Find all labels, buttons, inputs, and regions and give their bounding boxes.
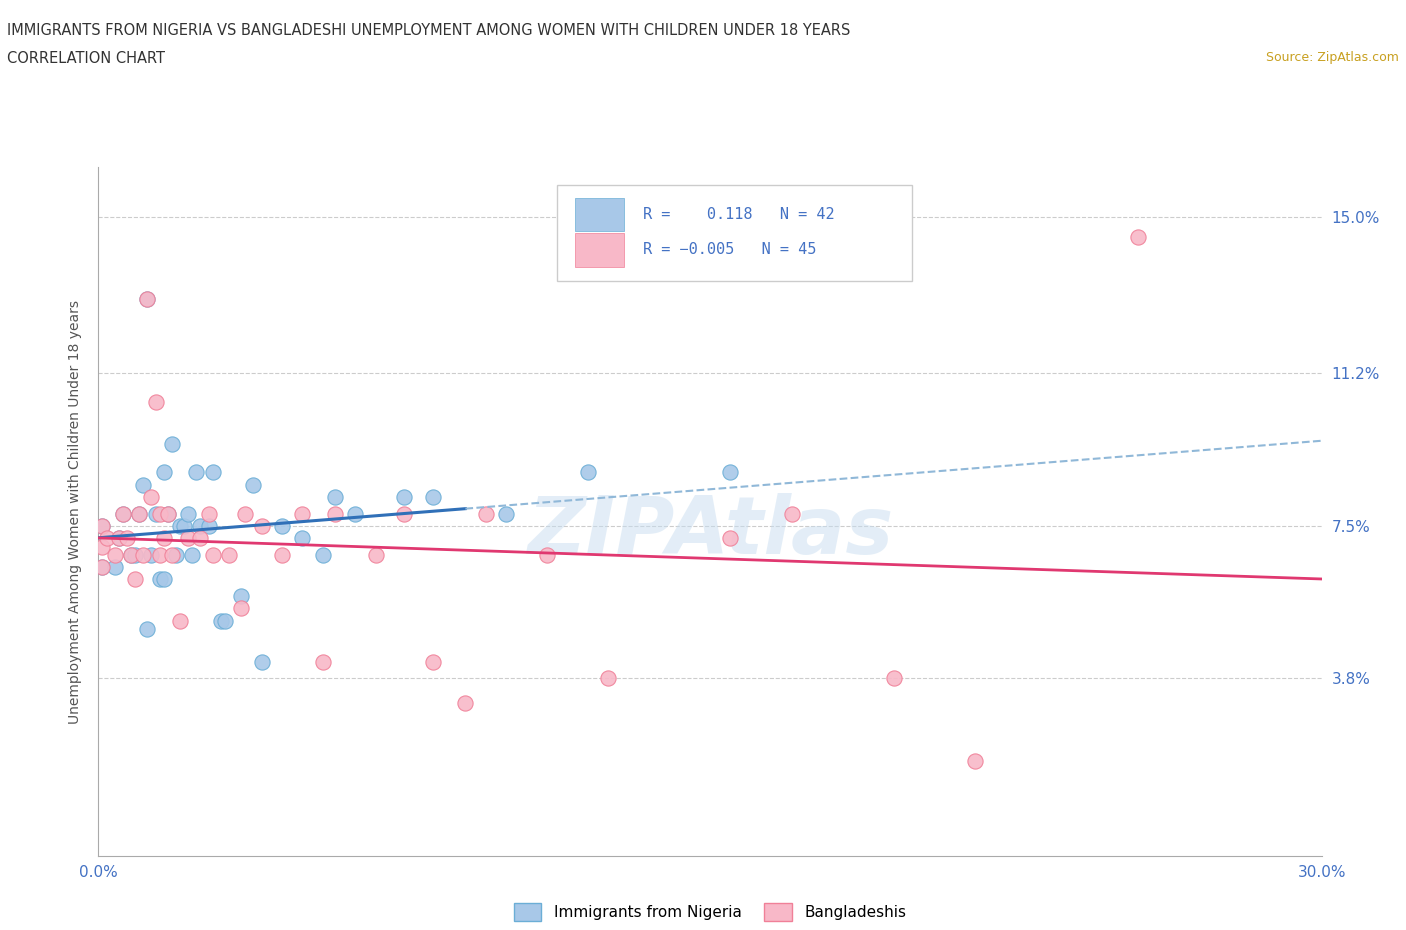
- Point: [197, 506, 219, 521]
- Point: [965, 753, 987, 768]
- Y-axis label: Unemployment Among Women with Children Under 18 years: Unemployment Among Women with Children U…: [67, 299, 82, 724]
- Point: [177, 531, 200, 546]
- Point: [422, 489, 444, 504]
- Point: [96, 531, 118, 546]
- Text: R =    0.118   N = 42: R = 0.118 N = 42: [643, 206, 834, 221]
- Point: [495, 506, 517, 521]
- Point: [209, 613, 232, 628]
- Point: [231, 589, 253, 604]
- Legend: Immigrants from Nigeria, Bangladeshis: Immigrants from Nigeria, Bangladeshis: [508, 897, 912, 927]
- Point: [91, 560, 114, 575]
- Point: [111, 506, 134, 521]
- Point: [169, 519, 191, 534]
- Point: [454, 696, 477, 711]
- Point: [291, 506, 314, 521]
- Point: [124, 572, 146, 587]
- FancyBboxPatch shape: [575, 198, 624, 231]
- Point: [188, 531, 212, 546]
- Point: [474, 506, 498, 521]
- Point: [108, 531, 131, 546]
- Point: [270, 548, 294, 563]
- Point: [136, 292, 159, 307]
- Point: [91, 519, 114, 534]
- Point: [149, 548, 172, 563]
- Point: [291, 531, 314, 546]
- Point: [160, 548, 183, 563]
- Point: [91, 560, 114, 575]
- Point: [323, 489, 346, 504]
- Text: CORRELATION CHART: CORRELATION CHART: [7, 51, 165, 66]
- Point: [218, 548, 240, 563]
- Point: [392, 506, 416, 521]
- Point: [108, 531, 131, 546]
- Point: [128, 506, 150, 521]
- Point: [169, 613, 191, 628]
- Point: [104, 560, 127, 575]
- Point: [270, 519, 294, 534]
- Point: [250, 519, 273, 534]
- Point: [422, 655, 444, 670]
- Point: [323, 506, 346, 521]
- Point: [141, 548, 163, 563]
- Point: [128, 506, 150, 521]
- FancyBboxPatch shape: [575, 233, 624, 267]
- Point: [152, 572, 174, 587]
- Text: ZIPAtlas: ZIPAtlas: [527, 493, 893, 571]
- Point: [197, 519, 219, 534]
- Point: [173, 519, 195, 534]
- Text: IMMIGRANTS FROM NIGERIA VS BANGLADESHI UNEMPLOYMENT AMONG WOMEN WITH CHILDREN UN: IMMIGRANTS FROM NIGERIA VS BANGLADESHI U…: [7, 23, 851, 38]
- Point: [188, 519, 212, 534]
- Point: [136, 292, 159, 307]
- Point: [177, 506, 200, 521]
- Point: [201, 548, 224, 563]
- Point: [250, 655, 273, 670]
- Point: [242, 477, 264, 492]
- Text: R = −0.005   N = 45: R = −0.005 N = 45: [643, 243, 815, 258]
- Point: [124, 548, 146, 563]
- Point: [214, 613, 236, 628]
- Point: [160, 436, 183, 451]
- Point: [132, 477, 155, 492]
- Point: [598, 671, 620, 685]
- Point: [231, 601, 253, 616]
- Point: [156, 506, 179, 521]
- Point: [312, 655, 335, 670]
- Point: [136, 621, 159, 636]
- Text: Source: ZipAtlas.com: Source: ZipAtlas.com: [1265, 51, 1399, 64]
- Point: [312, 548, 335, 563]
- Point: [718, 465, 742, 480]
- Point: [156, 506, 179, 521]
- Point: [149, 572, 172, 587]
- Point: [91, 519, 114, 534]
- Point: [149, 506, 172, 521]
- Point: [152, 465, 174, 480]
- Point: [115, 531, 138, 546]
- FancyBboxPatch shape: [557, 185, 912, 281]
- Point: [132, 548, 155, 563]
- Point: [145, 506, 167, 521]
- Point: [1128, 230, 1150, 245]
- Point: [104, 548, 127, 563]
- Point: [364, 548, 387, 563]
- Point: [780, 506, 803, 521]
- Point: [152, 531, 174, 546]
- Point: [141, 489, 163, 504]
- Point: [165, 548, 187, 563]
- Point: [91, 539, 114, 554]
- Point: [576, 465, 599, 480]
- Point: [186, 465, 208, 480]
- Point: [344, 506, 367, 521]
- Point: [201, 465, 224, 480]
- Point: [120, 548, 142, 563]
- Point: [233, 506, 256, 521]
- Point: [883, 671, 905, 685]
- Point: [120, 548, 142, 563]
- Point: [718, 531, 742, 546]
- Point: [111, 506, 134, 521]
- Point: [145, 395, 167, 410]
- Point: [392, 489, 416, 504]
- Point: [536, 548, 558, 563]
- Point: [181, 548, 204, 563]
